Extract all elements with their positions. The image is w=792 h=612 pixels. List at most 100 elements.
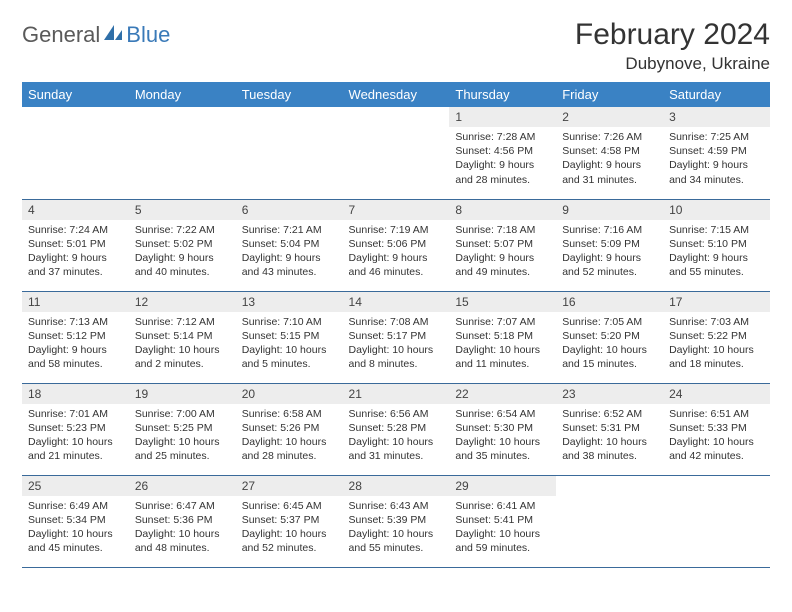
sunset-text: Sunset: 5:01 PM	[28, 237, 123, 251]
calendar-day-cell: 1Sunrise: 7:28 AMSunset: 4:56 PMDaylight…	[449, 107, 556, 199]
calendar-day-cell	[343, 107, 450, 199]
daylight-text: Daylight: 10 hours and 59 minutes.	[455, 527, 550, 555]
sunrise-text: Sunrise: 7:28 AM	[455, 130, 550, 144]
day-number: 3	[663, 107, 770, 127]
calendar-week-row: 18Sunrise: 7:01 AMSunset: 5:23 PMDayligh…	[22, 383, 770, 475]
daylight-text: Daylight: 10 hours and 48 minutes.	[135, 527, 230, 555]
sunset-text: Sunset: 5:28 PM	[349, 421, 444, 435]
sunset-text: Sunset: 5:18 PM	[455, 329, 550, 343]
sunset-text: Sunset: 5:30 PM	[455, 421, 550, 435]
sunrise-text: Sunrise: 7:18 AM	[455, 223, 550, 237]
day-info: Sunrise: 7:12 AMSunset: 5:14 PMDaylight:…	[129, 312, 236, 378]
day-info: Sunrise: 6:56 AMSunset: 5:28 PMDaylight:…	[343, 404, 450, 470]
sunrise-text: Sunrise: 6:56 AM	[349, 407, 444, 421]
sunset-text: Sunset: 5:25 PM	[135, 421, 230, 435]
calendar-day-cell: 10Sunrise: 7:15 AMSunset: 5:10 PMDayligh…	[663, 199, 770, 291]
calendar-day-cell: 6Sunrise: 7:21 AMSunset: 5:04 PMDaylight…	[236, 199, 343, 291]
day-info: Sunrise: 7:19 AMSunset: 5:06 PMDaylight:…	[343, 220, 450, 286]
sunrise-text: Sunrise: 7:24 AM	[28, 223, 123, 237]
day-number: 10	[663, 200, 770, 220]
sunset-text: Sunset: 5:41 PM	[455, 513, 550, 527]
day-number: 27	[236, 476, 343, 496]
sunrise-text: Sunrise: 6:41 AM	[455, 499, 550, 513]
weekday-header: Monday	[129, 82, 236, 107]
day-number: 18	[22, 384, 129, 404]
calendar-week-row: 25Sunrise: 6:49 AMSunset: 5:34 PMDayligh…	[22, 475, 770, 567]
day-number: 5	[129, 200, 236, 220]
day-info: Sunrise: 6:58 AMSunset: 5:26 PMDaylight:…	[236, 404, 343, 470]
sunset-text: Sunset: 5:07 PM	[455, 237, 550, 251]
day-number: 26	[129, 476, 236, 496]
sunset-text: Sunset: 5:26 PM	[242, 421, 337, 435]
calendar-day-cell: 22Sunrise: 6:54 AMSunset: 5:30 PMDayligh…	[449, 383, 556, 475]
day-info: Sunrise: 6:52 AMSunset: 5:31 PMDaylight:…	[556, 404, 663, 470]
sunrise-text: Sunrise: 7:03 AM	[669, 315, 764, 329]
day-number: 8	[449, 200, 556, 220]
weekday-header: Thursday	[449, 82, 556, 107]
daylight-text: Daylight: 10 hours and 31 minutes.	[349, 435, 444, 463]
day-info: Sunrise: 6:51 AMSunset: 5:33 PMDaylight:…	[663, 404, 770, 470]
sunset-text: Sunset: 4:58 PM	[562, 144, 657, 158]
daylight-text: Daylight: 10 hours and 25 minutes.	[135, 435, 230, 463]
sunset-text: Sunset: 4:56 PM	[455, 144, 550, 158]
calendar-day-cell: 13Sunrise: 7:10 AMSunset: 5:15 PMDayligh…	[236, 291, 343, 383]
sunset-text: Sunset: 5:39 PM	[349, 513, 444, 527]
weekday-header: Saturday	[663, 82, 770, 107]
calendar-day-cell: 16Sunrise: 7:05 AMSunset: 5:20 PMDayligh…	[556, 291, 663, 383]
location: Dubynove, Ukraine	[575, 54, 770, 74]
day-info: Sunrise: 7:24 AMSunset: 5:01 PMDaylight:…	[22, 220, 129, 286]
day-number: 13	[236, 292, 343, 312]
day-info: Sunrise: 7:28 AMSunset: 4:56 PMDaylight:…	[449, 127, 556, 193]
weekday-header: Wednesday	[343, 82, 450, 107]
sunrise-text: Sunrise: 6:54 AM	[455, 407, 550, 421]
calendar-day-cell: 2Sunrise: 7:26 AMSunset: 4:58 PMDaylight…	[556, 107, 663, 199]
calendar-table: Sunday Monday Tuesday Wednesday Thursday…	[22, 82, 770, 568]
calendar-day-cell	[236, 107, 343, 199]
day-number: 16	[556, 292, 663, 312]
sunrise-text: Sunrise: 7:16 AM	[562, 223, 657, 237]
logo-text-general: General	[22, 22, 100, 48]
day-number: 28	[343, 476, 450, 496]
sunrise-text: Sunrise: 7:19 AM	[349, 223, 444, 237]
day-number: 25	[22, 476, 129, 496]
sunset-text: Sunset: 5:22 PM	[669, 329, 764, 343]
day-number: 24	[663, 384, 770, 404]
sunrise-text: Sunrise: 6:47 AM	[135, 499, 230, 513]
daylight-text: Daylight: 10 hours and 2 minutes.	[135, 343, 230, 371]
day-number: 11	[22, 292, 129, 312]
sunrise-text: Sunrise: 7:05 AM	[562, 315, 657, 329]
sunrise-text: Sunrise: 7:08 AM	[349, 315, 444, 329]
day-number: 23	[556, 384, 663, 404]
day-info: Sunrise: 7:21 AMSunset: 5:04 PMDaylight:…	[236, 220, 343, 286]
sunrise-text: Sunrise: 7:26 AM	[562, 130, 657, 144]
sunrise-text: Sunrise: 6:45 AM	[242, 499, 337, 513]
sunrise-text: Sunrise: 6:52 AM	[562, 407, 657, 421]
sunset-text: Sunset: 5:33 PM	[669, 421, 764, 435]
calendar-day-cell: 8 Sunrise: 7:18 AMSunset: 5:07 PMDaylight…	[449, 199, 556, 291]
day-number: 20	[236, 384, 343, 404]
sunset-text: Sunset: 5:04 PM	[242, 237, 337, 251]
sunset-text: Sunset: 5:09 PM	[562, 237, 657, 251]
sunrise-text: Sunrise: 7:12 AM	[135, 315, 230, 329]
calendar-day-cell: 7Sunrise: 7:19 AMSunset: 5:06 PMDaylight…	[343, 199, 450, 291]
daylight-text: Daylight: 10 hours and 45 minutes.	[28, 527, 123, 555]
day-info: Sunrise: 7:26 AMSunset: 4:58 PMDaylight:…	[556, 127, 663, 193]
calendar-day-cell: 19Sunrise: 7:00 AMSunset: 5:25 PMDayligh…	[129, 383, 236, 475]
calendar-day-cell: 26Sunrise: 6:47 AMSunset: 5:36 PMDayligh…	[129, 475, 236, 567]
calendar-day-cell: 3Sunrise: 7:25 AMSunset: 4:59 PMDaylight…	[663, 107, 770, 199]
weekday-header: Tuesday	[236, 82, 343, 107]
calendar-week-row: 1Sunrise: 7:28 AMSunset: 4:56 PMDaylight…	[22, 107, 770, 199]
daylight-text: Daylight: 9 hours and 49 minutes.	[455, 251, 550, 279]
calendar-day-cell: 4Sunrise: 7:24 AMSunset: 5:01 PMDaylight…	[22, 199, 129, 291]
sunrise-text: Sunrise: 6:43 AM	[349, 499, 444, 513]
day-number: 1	[449, 107, 556, 127]
header: General Blue February 2024 Dubynove, Ukr…	[22, 18, 770, 74]
daylight-text: Daylight: 9 hours and 55 minutes.	[669, 251, 764, 279]
day-number: 7	[343, 200, 450, 220]
sunset-text: Sunset: 5:37 PM	[242, 513, 337, 527]
daylight-text: Daylight: 9 hours and 58 minutes.	[28, 343, 123, 371]
day-info: Sunrise: 7:13 AMSunset: 5:12 PMDaylight:…	[22, 312, 129, 378]
sunset-text: Sunset: 5:10 PM	[669, 237, 764, 251]
logo-text-blue: Blue	[126, 22, 170, 48]
calendar-day-cell	[129, 107, 236, 199]
